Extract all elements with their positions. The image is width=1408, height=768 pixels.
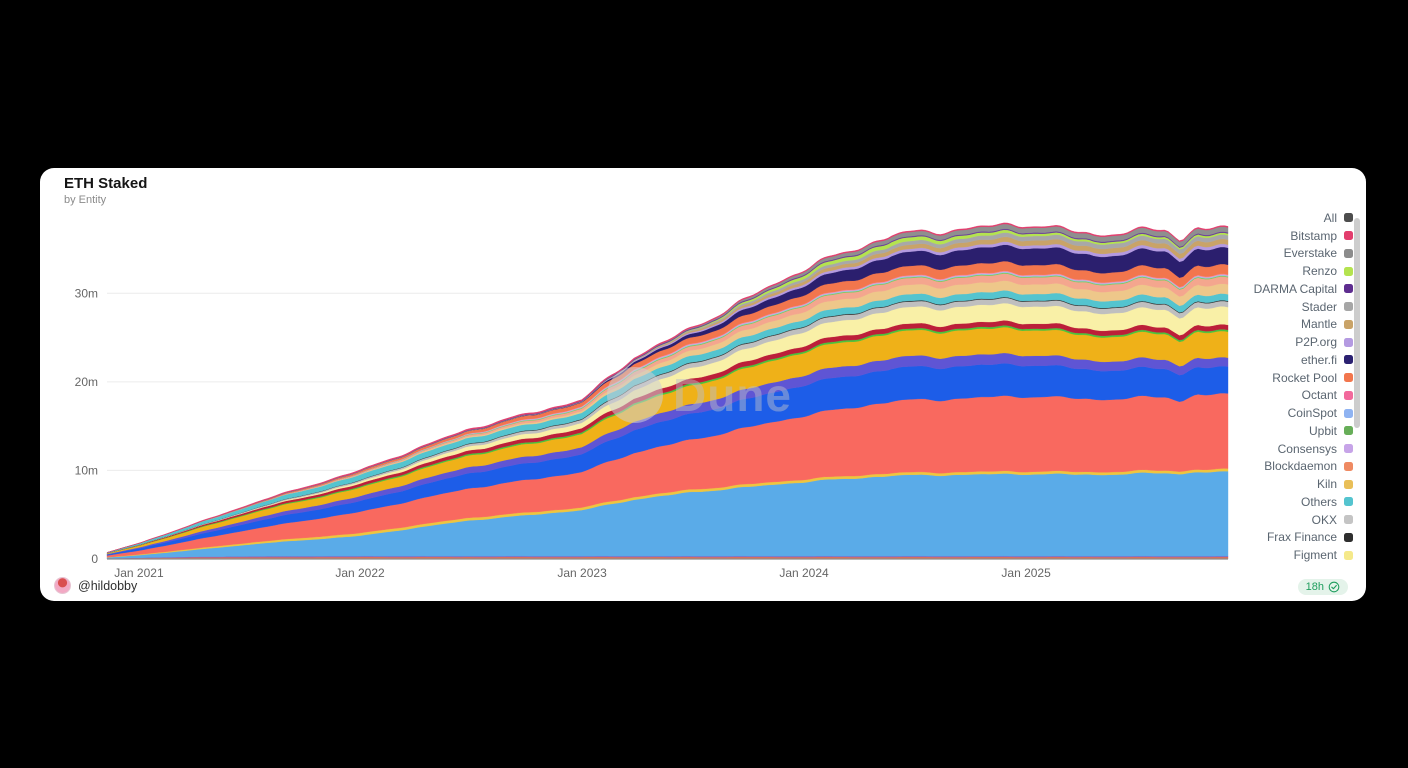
legend-item-okx[interactable]: OKX: [1133, 511, 1353, 529]
legend-item-renzo[interactable]: Renzo: [1133, 262, 1353, 280]
legend-color-marker: [1344, 497, 1353, 507]
legend-item-label: Renzo: [1302, 264, 1337, 279]
legend-color-marker: [1344, 355, 1353, 365]
chart-subtitle: by Entity: [64, 194, 107, 206]
legend-item-label: Octant: [1301, 388, 1337, 403]
legend-item-everstake[interactable]: Everstake: [1133, 245, 1353, 263]
svg-text:Jan 2023: Jan 2023: [557, 566, 607, 580]
svg-text:10m: 10m: [75, 463, 98, 477]
legend-color-marker: [1344, 231, 1353, 241]
svg-text:Jan 2024: Jan 2024: [779, 566, 829, 580]
legend-item-label: Everstake: [1283, 246, 1337, 261]
legend-item-coinspot[interactable]: CoinSpot: [1133, 404, 1353, 422]
svg-text:Jan 2025: Jan 2025: [1001, 566, 1051, 580]
legend-item-label: Kiln: [1316, 477, 1337, 492]
author-avatar: [54, 577, 71, 594]
legend-color-marker: [1344, 532, 1353, 542]
legend-item-octant[interactable]: Octant: [1133, 387, 1353, 405]
legend-item-darma-capital[interactable]: DARMA Capital: [1133, 280, 1353, 298]
legend-item-label: Frax Finance: [1266, 530, 1337, 545]
legend-item-bitstamp[interactable]: Bitstamp: [1133, 227, 1353, 245]
legend-color-marker: [1344, 461, 1353, 471]
svg-text:0: 0: [91, 552, 98, 566]
legend-color-marker: [1344, 550, 1353, 560]
legend-item-others[interactable]: Others: [1133, 493, 1353, 511]
legend-item-label: Blockdaemon: [1264, 459, 1337, 474]
legend-scrollbar[interactable]: [1354, 218, 1360, 428]
legend-item-label: Rocket Pool: [1272, 370, 1337, 385]
legend-item-label: DARMA Capital: [1253, 281, 1337, 296]
svg-text:20m: 20m: [75, 375, 98, 389]
legend-item-p2p-org[interactable]: P2P.org: [1133, 333, 1353, 351]
legend-color-marker: [1344, 284, 1353, 294]
chart-legend: All Bitstamp Everstake Renzo DARMA Capital St…: [1133, 209, 1353, 564]
legend-item-rocket-pool[interactable]: Rocket Pool: [1133, 369, 1353, 387]
legend-item-ether-fi[interactable]: ether.fi: [1133, 351, 1353, 369]
legend-item-all[interactable]: All: [1133, 209, 1353, 227]
legend-item-label: Bitstamp: [1290, 228, 1337, 243]
legend-item-upbit[interactable]: Upbit: [1133, 422, 1353, 440]
legend-color-marker: [1344, 515, 1353, 525]
legend-color-marker: [1344, 479, 1353, 489]
legend-item-label: P2P.org: [1295, 335, 1337, 350]
legend-item-stader[interactable]: Stader: [1133, 298, 1353, 316]
legend-item-figment[interactable]: Figment: [1133, 546, 1353, 564]
legend-color-marker: [1344, 390, 1353, 400]
data-freshness-badge[interactable]: 18h: [1297, 579, 1348, 595]
legend-item-label: OKX: [1311, 512, 1337, 527]
legend-color-marker: [1344, 266, 1353, 276]
svg-text:Jan 2021: Jan 2021: [114, 566, 164, 580]
legend-item-label: Upbit: [1308, 423, 1337, 438]
legend-item-label: Figment: [1293, 548, 1337, 563]
svg-text:30m: 30m: [75, 286, 98, 300]
svg-text:Jan 2022: Jan 2022: [335, 566, 385, 580]
legend-color-marker: [1344, 373, 1353, 383]
legend-item-label: Mantle: [1300, 317, 1337, 332]
legend-item-label: CoinSpot: [1287, 406, 1337, 421]
legend-item-frax-finance[interactable]: Frax Finance: [1133, 529, 1353, 547]
legend-item-label: Stader: [1301, 299, 1337, 314]
staked-eth-area-chart: 0 10m 20m 30m Jan 2021 Jan 2022 Jan 2023 Jan 20…: [75, 222, 1229, 580]
verified-check-icon: [1328, 581, 1340, 593]
legend-color-marker: [1344, 213, 1353, 223]
legend-item-label: ether.fi: [1300, 352, 1337, 367]
legend-color-marker: [1344, 319, 1353, 329]
chart-title: ETH Staked: [64, 175, 148, 192]
legend-color-marker: [1344, 408, 1353, 418]
legend-item-blockdaemon[interactable]: Blockdaemon: [1133, 458, 1353, 476]
legend-item-kiln[interactable]: Kiln: [1133, 475, 1353, 493]
legend-color-marker: [1344, 426, 1353, 436]
author-link[interactable]: @hildobby: [54, 577, 137, 594]
legend-color-marker: [1344, 444, 1353, 454]
legend-color-marker: [1344, 337, 1353, 347]
legend-item-label: All: [1323, 210, 1337, 225]
author-handle: @hildobby: [78, 578, 138, 593]
legend-item-label: Others: [1300, 494, 1337, 509]
legend-color-marker: [1344, 248, 1353, 258]
chart-card: ETH Staked by Entity 0 10m 20m 30m Jan 2021 J…: [40, 168, 1366, 601]
legend-item-consensys[interactable]: Consensys: [1133, 440, 1353, 458]
freshness-age: 18h: [1305, 581, 1324, 593]
legend-color-marker: [1344, 302, 1353, 312]
legend-item-mantle[interactable]: Mantle: [1133, 316, 1353, 334]
legend-item-label: Consensys: [1277, 441, 1337, 456]
